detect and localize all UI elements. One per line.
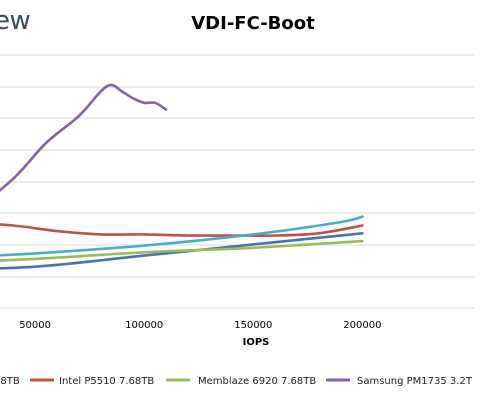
series-line-8tb [0, 232, 364, 270]
legend-label-2: Memblaze 6920 7.68TB [198, 376, 316, 387]
legend-label-1: Intel P5510 7.68TB [59, 376, 154, 387]
x-tick-label-3: 200000 [343, 320, 381, 331]
x-tick-labels: 50000 100000 150000 200000 [19, 320, 381, 331]
x-tick-label-0: 50000 [19, 320, 51, 331]
series-line-samsung-pm1735-3-2tb [0, 83, 168, 192]
series-line-memblaze-6920-7-68tb [0, 239, 364, 262]
series-line-teal [0, 215, 364, 257]
legend: 68TB Intel P5510 7.68TB Memblaze 6920 7.68… [0, 376, 473, 387]
series-line-intel-p5510-7-68tb [0, 223, 364, 237]
legend-label-3: Samsung PM1735 3.2T [357, 376, 473, 387]
chart-title: VDI-FC-Boot [191, 13, 315, 34]
legend-label-0: 68TB [0, 376, 20, 387]
x-tick-label-1: 100000 [125, 320, 163, 331]
brand-logo-text: ew [0, 6, 31, 36]
series-lines [0, 83, 364, 270]
gridlines [0, 54, 474, 309]
x-axis-label: IOPS [242, 337, 270, 348]
x-tick-label-2: 150000 [234, 320, 272, 331]
